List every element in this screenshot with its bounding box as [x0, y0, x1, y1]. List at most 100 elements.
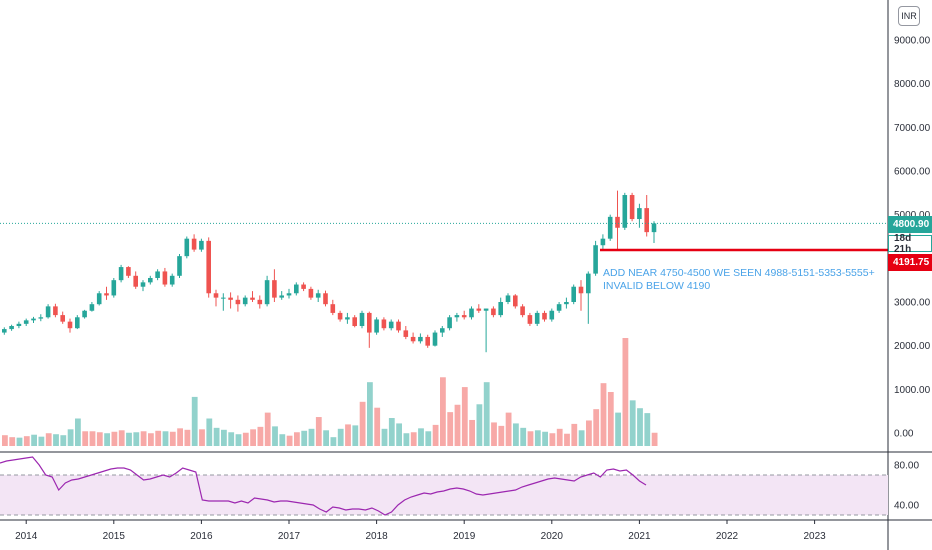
volume-bar: [126, 432, 132, 446]
volume-bar: [250, 429, 256, 446]
volume-bar: [564, 433, 570, 446]
volume-bar: [191, 396, 198, 446]
candle: [483, 308, 489, 353]
volume-bar: [272, 426, 278, 446]
candle: [527, 312, 533, 327]
volume-bar: [520, 427, 527, 446]
price-tick-label: 7000.00: [894, 123, 931, 134]
candle: [228, 292, 233, 309]
volume-bar: [16, 437, 23, 446]
candle: [454, 312, 460, 322]
volume-bar: [228, 432, 235, 446]
volume-bar: [345, 424, 351, 446]
candle: [250, 291, 255, 302]
candle: [279, 291, 284, 300]
candle: [593, 240, 598, 276]
candle: [242, 295, 248, 307]
volume-bar: [352, 425, 359, 446]
volume-bar: [556, 428, 563, 446]
candle: [184, 236, 190, 259]
volume-bar: [221, 429, 227, 446]
volume-bar: [396, 423, 402, 446]
candle: [206, 237, 211, 298]
candle: [374, 317, 379, 335]
candle: [104, 286, 109, 300]
volume-bars: [2, 338, 658, 446]
candle: [330, 299, 336, 316]
time-tick-label: 2018: [365, 531, 388, 542]
price-tick-label: 9000.00: [894, 36, 931, 47]
volume-bar: [367, 382, 373, 446]
volume-bar: [199, 429, 205, 446]
volume-bar: [96, 432, 103, 446]
volume-bar: [330, 437, 337, 446]
candle: [440, 326, 445, 337]
rsi-band: [0, 475, 888, 515]
volume-bar: [82, 431, 89, 446]
candle: [199, 238, 204, 252]
candle: [140, 280, 146, 292]
candle: [133, 271, 138, 289]
candle: [31, 316, 36, 323]
candle: [301, 282, 306, 292]
volume-bar: [2, 435, 8, 446]
volume-bar: [184, 429, 191, 446]
volume-bar: [600, 383, 607, 446]
volume-bar: [403, 433, 410, 446]
volume-bar: [242, 432, 249, 446]
candle: [38, 314, 44, 322]
volume-bar: [89, 431, 96, 446]
candle: [308, 286, 314, 300]
candle: [513, 294, 518, 309]
volume-bar: [162, 431, 169, 446]
volume-bar: [418, 428, 424, 446]
volume-bar: [381, 428, 388, 446]
price-tick-label: 8000.00: [894, 79, 931, 90]
volume-bar: [118, 430, 125, 446]
volume-bar: [23, 436, 30, 446]
candle: [505, 293, 511, 305]
candle: [425, 334, 430, 348]
candle: [294, 282, 299, 296]
candle: [315, 289, 321, 302]
volume-bar: [571, 423, 578, 446]
last-price-tag: 4800.90: [888, 216, 932, 233]
volume-bar: [148, 433, 154, 446]
volume-bar: [578, 430, 585, 446]
candle: [651, 221, 657, 244]
price-tick-label: 3000.00: [894, 298, 931, 309]
candle: [96, 291, 102, 306]
candle: [469, 306, 474, 320]
currency-badge[interactable]: INR: [898, 6, 920, 26]
volume-bar: [286, 435, 293, 446]
candle: [564, 297, 569, 309]
candle: [607, 214, 613, 241]
rsi-line: [0, 456, 647, 516]
volume-bar: [491, 422, 497, 446]
volume-bar: [483, 382, 490, 446]
candlesticks: [2, 190, 657, 353]
candle: [148, 275, 153, 285]
volume-bar: [140, 431, 147, 446]
candle: [264, 275, 270, 307]
trade-annotation: ADD NEAR 4750-4500 WE SEEN 4988-5151-535…: [603, 267, 875, 293]
volume-bar: [279, 434, 286, 446]
volume-bar: [476, 404, 483, 446]
candle: [75, 315, 80, 330]
candle: [615, 190, 620, 250]
support-price-tag: 4191.75: [888, 254, 932, 271]
volume-bar: [388, 418, 395, 446]
volume-bar: [637, 408, 643, 446]
volume-bar: [527, 431, 534, 446]
time-tick-label: 2014: [15, 531, 38, 542]
annotation-line-2: INVALID BELOW 4190: [603, 280, 711, 292]
candle: [600, 234, 606, 250]
volume-bar: [264, 412, 271, 446]
volume-bar: [53, 434, 59, 446]
volume-bar: [593, 409, 600, 446]
candle: [571, 284, 576, 305]
volume-bar: [549, 433, 556, 446]
volume-bar: [257, 426, 264, 446]
volume-bar: [60, 435, 67, 446]
